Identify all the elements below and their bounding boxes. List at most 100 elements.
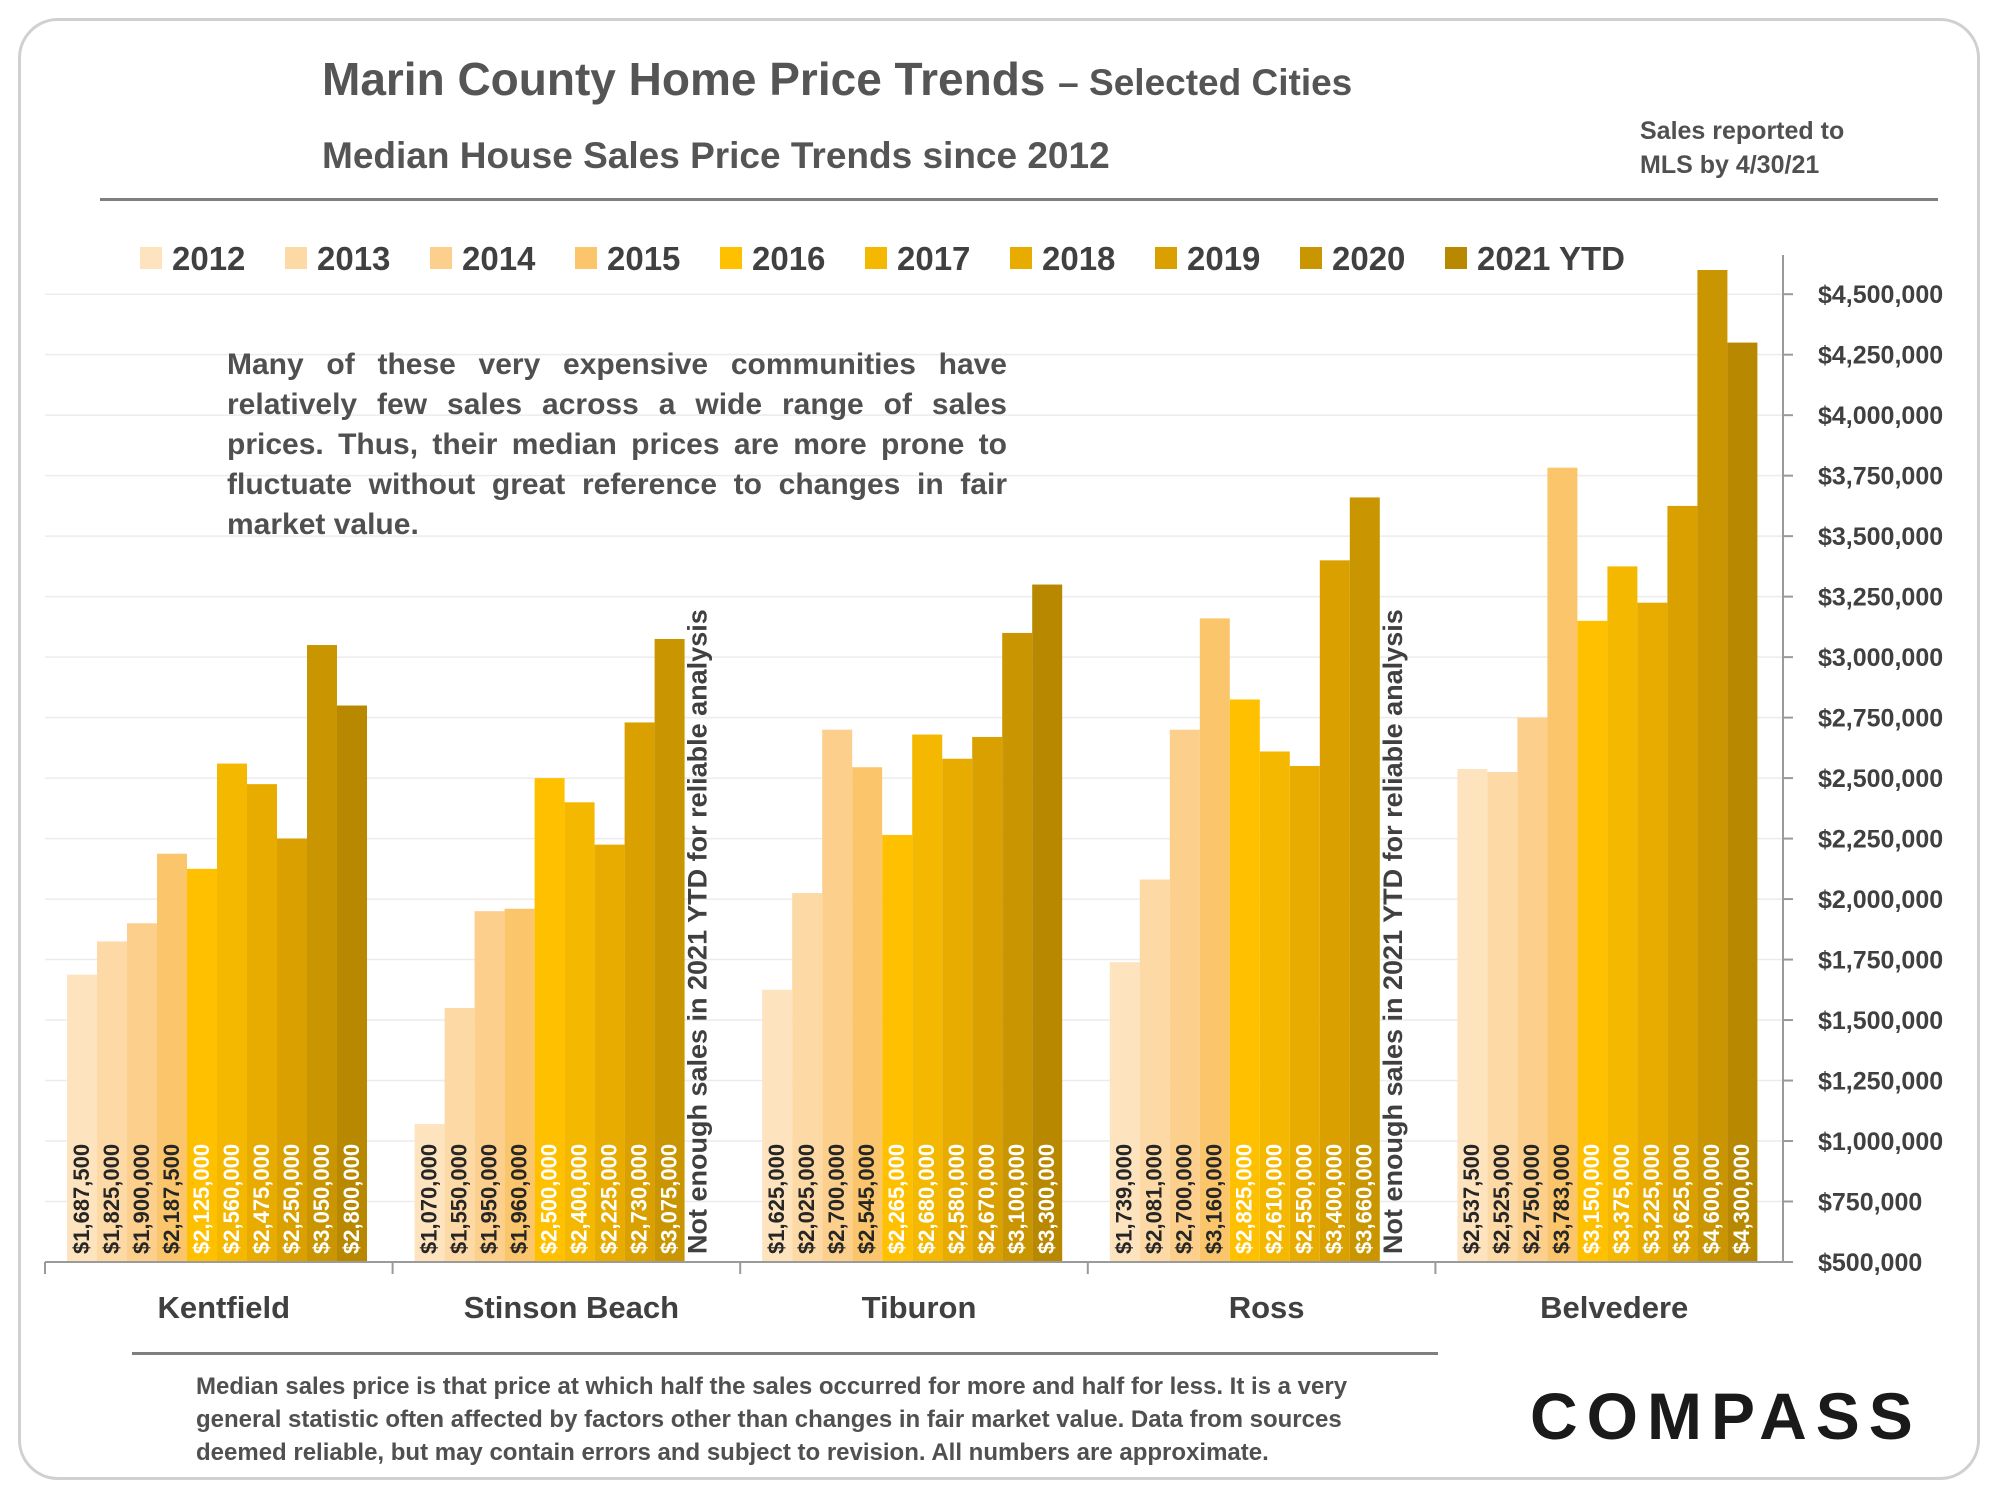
legend-swatch-2020 — [1300, 247, 1322, 269]
missing-data-note: Not enough sales in 2021 YTD for reliabl… — [1378, 609, 1408, 1254]
bar-kentfield-2015 — [157, 853, 187, 1262]
data-label: $2,225,000 — [596, 1144, 621, 1254]
data-label: $2,265,000 — [884, 1144, 909, 1254]
data-label: $1,960,000 — [506, 1144, 531, 1254]
y-tick-label: $500,000 — [1818, 1249, 1922, 1277]
data-label: $3,660,000 — [1352, 1144, 1377, 1254]
bar-stinson-beach-2015 — [504, 908, 535, 1262]
data-label: $2,500,000 — [536, 1144, 561, 1254]
bar-tiburon-2020 — [1002, 632, 1033, 1262]
bar-stinson-beach-2013 — [444, 1007, 475, 1262]
y-tick-label: $3,750,000 — [1818, 463, 1943, 491]
bar-kentfield-2021-ytd — [337, 705, 367, 1262]
legend-label-2021-ytd: 2021 YTD — [1477, 240, 1625, 277]
bar-belvedere-2018 — [1637, 602, 1668, 1262]
legend-label-2017: 2017 — [897, 240, 970, 277]
y-tick-label: $750,000 — [1818, 1189, 1922, 1217]
bar-belvedere-2021-ytd — [1727, 342, 1758, 1263]
value-labels: $1,687,500 $1,825,000 $1,900,000 $2,187,500… — [69, 609, 1754, 1254]
data-label: $1,687,500 — [69, 1144, 94, 1254]
category-label-belvedere: Belvedere — [1540, 1290, 1688, 1325]
data-label: $3,225,000 — [1639, 1144, 1664, 1254]
bar-kentfield-2012 — [67, 974, 97, 1262]
data-label: $2,580,000 — [944, 1144, 969, 1254]
legend-swatch-2019 — [1155, 247, 1177, 269]
bar-kentfield-2019 — [277, 838, 307, 1262]
data-label: $2,730,000 — [626, 1144, 651, 1254]
data-label: $2,750,000 — [1519, 1144, 1544, 1254]
bar-belvedere-2020 — [1697, 270, 1728, 1262]
bar-ross-2018 — [1289, 766, 1320, 1262]
compass-logo: COMPASS — [1530, 1379, 1922, 1453]
chart-title: Marin County Home Price Trends – Selecte… — [322, 53, 1353, 105]
bar-stinson-beach-2019 — [624, 722, 655, 1262]
legend-label-2020: 2020 — [1332, 240, 1405, 277]
bar-belvedere-2014 — [1517, 717, 1548, 1262]
bar-ross-2020 — [1349, 497, 1380, 1262]
missing-data-note: Not enough sales in 2021 YTD for reliabl… — [683, 609, 713, 1254]
data-label: $1,625,000 — [764, 1144, 789, 1254]
bar-stinson-beach-2018 — [594, 844, 625, 1262]
legend-label-2015: 2015 — [607, 240, 680, 277]
data-label: $1,900,000 — [129, 1144, 154, 1254]
bar-tiburon-2016 — [882, 834, 913, 1262]
bar-ross-2013 — [1139, 879, 1170, 1262]
data-label: $4,300,000 — [1729, 1144, 1754, 1254]
chart-title-suffix: – Selected Cities — [1058, 62, 1353, 103]
y-tick-label: $3,250,000 — [1818, 584, 1943, 612]
legend: 2012 2013 2014 2015 2016 2017 2018 2019 2020 2021… — [140, 240, 1625, 277]
bar-belvedere-2015 — [1547, 467, 1578, 1262]
data-label: $2,825,000 — [1232, 1144, 1257, 1254]
axes: $500,000 $750,000 $1,000,000 $1,250,000 $1,5… — [44, 255, 1943, 1325]
bar-kentfield-2018 — [247, 784, 277, 1262]
y-tick-label: $2,250,000 — [1818, 826, 1943, 854]
y-tick-label: $2,000,000 — [1818, 886, 1943, 914]
y-tick-label: $1,750,000 — [1818, 947, 1943, 975]
sales-reported-note: Sales reported to MLS by 4/30/21 — [1640, 117, 1845, 179]
bar-kentfield-2017 — [217, 763, 247, 1262]
y-tick-label: $1,000,000 — [1818, 1128, 1943, 1156]
y-tick-label: $4,500,000 — [1818, 281, 1943, 309]
legend-label-2018: 2018 — [1042, 240, 1115, 277]
bar-tiburon-2013 — [792, 893, 823, 1262]
bar-stinson-beach-2020 — [654, 638, 685, 1262]
y-tick-label: $3,500,000 — [1818, 523, 1943, 551]
bar-stinson-beach-2012 — [414, 1124, 445, 1262]
legend-swatch-2015 — [575, 247, 597, 269]
bar-belvedere-2019 — [1667, 505, 1698, 1262]
bar-tiburon-2019 — [972, 736, 1003, 1262]
data-label: $4,600,000 — [1699, 1144, 1724, 1254]
data-label: $1,070,000 — [416, 1144, 441, 1254]
data-label: $2,700,000 — [1172, 1144, 1197, 1254]
data-label: $3,625,000 — [1669, 1144, 1694, 1254]
data-label: $2,525,000 — [1489, 1144, 1514, 1254]
data-label: $1,550,000 — [446, 1144, 471, 1254]
bars — [67, 270, 1758, 1263]
data-label: $2,125,000 — [189, 1144, 214, 1254]
data-label: $3,375,000 — [1609, 1144, 1634, 1254]
data-label: $3,050,000 — [309, 1144, 334, 1254]
legend-swatch-2012 — [140, 247, 162, 269]
data-label: $2,025,000 — [794, 1144, 819, 1254]
legend-swatch-2016 — [720, 247, 742, 269]
bar-stinson-beach-2014 — [474, 911, 505, 1262]
bar-tiburon-2021-ytd — [1032, 584, 1063, 1262]
bar-ross-2016 — [1229, 699, 1260, 1262]
legend-label-2019: 2019 — [1187, 240, 1260, 277]
bar-ross-2019 — [1319, 560, 1350, 1262]
y-tick-label: $2,750,000 — [1818, 705, 1943, 733]
data-label: $3,150,000 — [1579, 1144, 1604, 1254]
bar-belvedere-2016 — [1577, 620, 1608, 1262]
data-label: $2,700,000 — [824, 1144, 849, 1254]
data-label: $2,475,000 — [249, 1144, 274, 1254]
data-label: $3,300,000 — [1034, 1144, 1059, 1254]
data-label: $2,545,000 — [854, 1144, 879, 1254]
y-tick-label: $1,250,000 — [1818, 1068, 1943, 1096]
chart-subtitle: Median House Sales Price Trends since 20… — [322, 135, 1110, 176]
bar-tiburon-2017 — [912, 734, 943, 1262]
bar-tiburon-2012 — [762, 989, 793, 1262]
category-label-tiburon: Tiburon — [862, 1290, 977, 1325]
y-tick-label: $4,000,000 — [1818, 402, 1943, 430]
category-label-stinson-beach: Stinson Beach — [464, 1290, 679, 1325]
